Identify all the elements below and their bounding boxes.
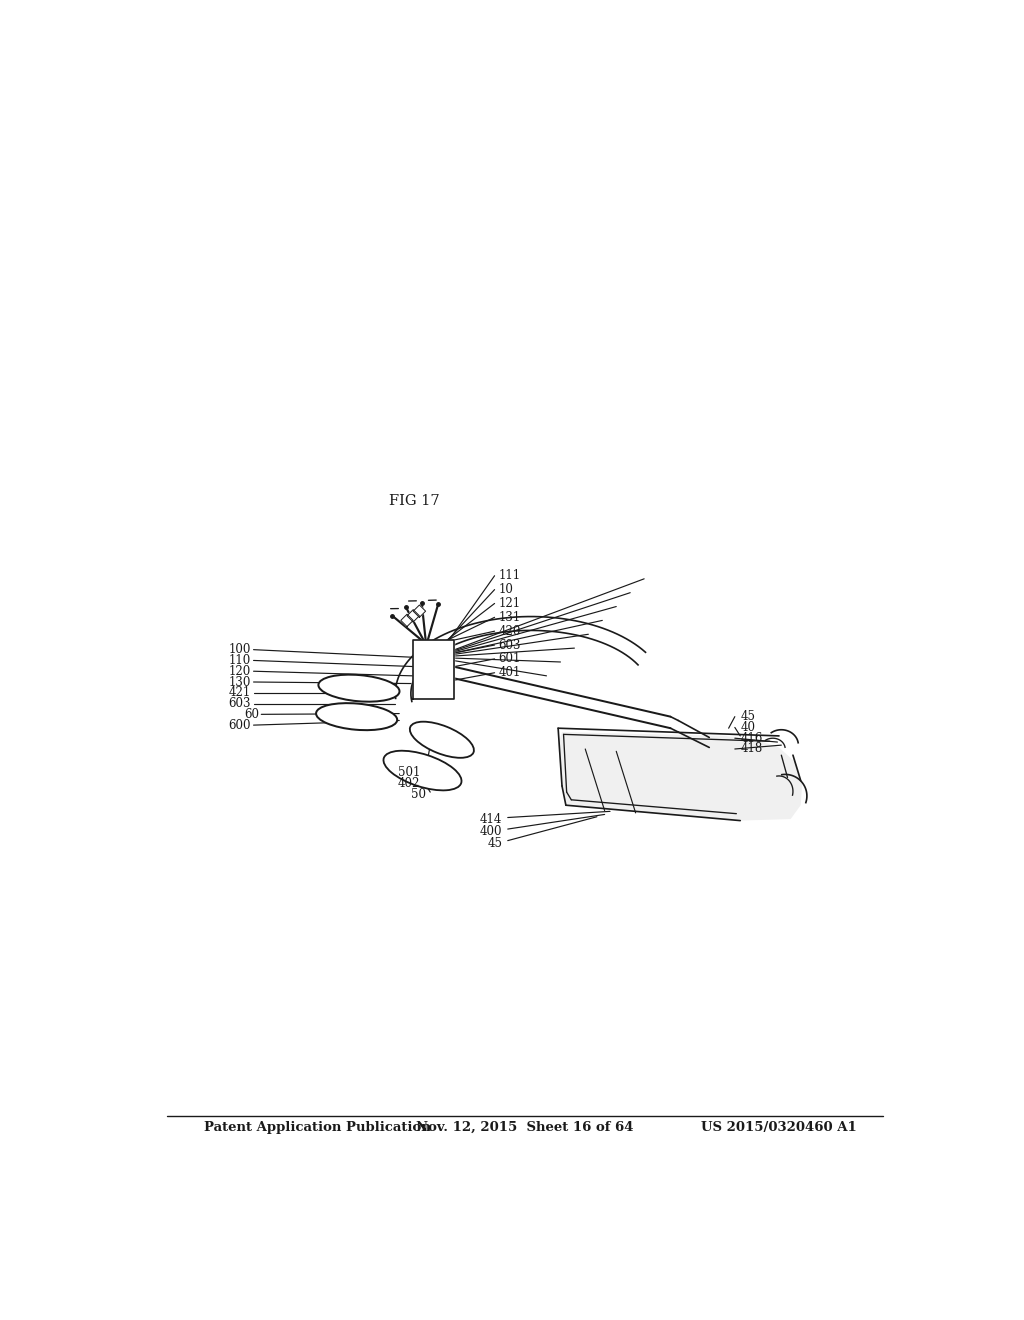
Text: 603: 603 [499, 639, 521, 652]
Text: 45: 45 [487, 837, 503, 850]
Polygon shape [414, 605, 426, 618]
Text: 45: 45 [740, 710, 756, 723]
Text: 414: 414 [480, 813, 503, 826]
Ellipse shape [410, 722, 474, 758]
Text: 60: 60 [244, 708, 259, 721]
Text: Patent Application Publication: Patent Application Publication [204, 1121, 431, 1134]
Text: 40: 40 [740, 721, 756, 734]
Text: 601: 601 [499, 652, 521, 665]
Polygon shape [400, 614, 414, 627]
Text: 501: 501 [397, 767, 420, 779]
Text: 50: 50 [412, 788, 426, 801]
Text: 600: 600 [228, 718, 251, 731]
Text: 100: 100 [228, 643, 251, 656]
Polygon shape [407, 610, 420, 622]
Text: 402: 402 [397, 777, 420, 791]
Polygon shape [558, 733, 802, 821]
Text: 111: 111 [499, 569, 520, 582]
Text: 603: 603 [228, 697, 251, 710]
Text: 130: 130 [228, 676, 251, 689]
Text: 131: 131 [499, 611, 520, 624]
Text: 110: 110 [229, 653, 251, 667]
Ellipse shape [318, 675, 399, 702]
Polygon shape [414, 640, 454, 700]
Text: 400: 400 [480, 825, 503, 838]
Ellipse shape [316, 704, 397, 730]
Text: 10: 10 [499, 583, 513, 597]
Text: 401: 401 [499, 667, 521, 680]
Ellipse shape [383, 751, 462, 791]
Text: 120: 120 [229, 665, 251, 677]
Text: 416: 416 [740, 731, 763, 744]
Text: FIG 17: FIG 17 [389, 494, 440, 508]
Text: 121: 121 [499, 597, 520, 610]
Text: US 2015/0320460 A1: US 2015/0320460 A1 [700, 1121, 856, 1134]
Text: 418: 418 [740, 742, 763, 755]
Text: 420: 420 [499, 624, 521, 638]
Text: 421: 421 [229, 686, 251, 700]
Text: Nov. 12, 2015  Sheet 16 of 64: Nov. 12, 2015 Sheet 16 of 64 [416, 1121, 634, 1134]
